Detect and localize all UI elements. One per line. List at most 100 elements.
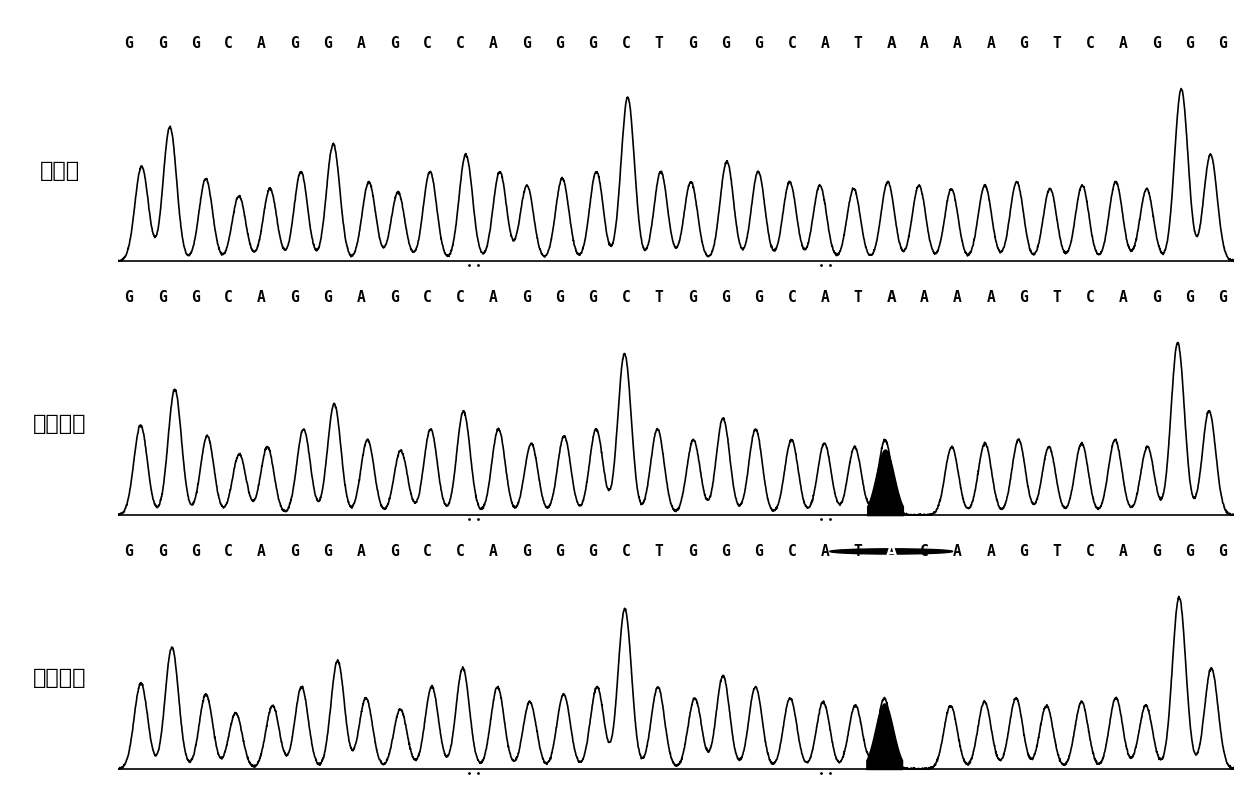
Text: C: C (621, 290, 630, 305)
Text: G: G (1185, 290, 1194, 305)
Text: C: C (224, 36, 233, 51)
Text: A: A (821, 36, 830, 51)
Text: C: C (787, 290, 796, 305)
Text: G: G (290, 290, 299, 305)
Text: A: A (920, 290, 929, 305)
Text: G: G (124, 544, 134, 559)
Text: 正常人: 正常人 (40, 160, 79, 181)
Text: A: A (357, 544, 366, 559)
Text: C: C (787, 36, 796, 51)
Text: C: C (621, 36, 630, 51)
Text: G: G (722, 290, 730, 305)
Text: G: G (556, 36, 564, 51)
Text: T: T (1053, 544, 1061, 559)
Text: G: G (589, 290, 598, 305)
Text: A: A (954, 544, 962, 559)
Text: G: G (389, 36, 398, 51)
Text: G: G (389, 290, 398, 305)
Text: G: G (157, 290, 166, 305)
Text: T: T (1053, 290, 1061, 305)
Text: C: C (423, 36, 432, 51)
Text: A: A (986, 36, 994, 51)
Text: G: G (1218, 290, 1228, 305)
Text: C: C (920, 544, 929, 559)
Text: A: A (821, 544, 830, 559)
Text: A: A (1118, 290, 1127, 305)
Text: T: T (655, 544, 663, 559)
Text: G: G (589, 544, 598, 559)
Text: G: G (522, 290, 531, 305)
Text: G: G (1152, 36, 1161, 51)
Text: A: A (885, 544, 897, 559)
Text: T: T (853, 544, 863, 559)
Text: G: G (589, 36, 598, 51)
Text: A: A (887, 36, 897, 51)
Text: G: G (290, 36, 299, 51)
Text: A: A (954, 290, 962, 305)
Text: C: C (423, 544, 432, 559)
Text: G: G (124, 36, 134, 51)
Text: G: G (1152, 290, 1161, 305)
Text: C: C (621, 544, 630, 559)
Text: G: G (722, 36, 730, 51)
Text: A: A (986, 544, 994, 559)
Text: G: G (157, 544, 166, 559)
Text: C: C (224, 544, 233, 559)
Text: G: G (324, 290, 332, 305)
Text: A: A (1118, 544, 1127, 559)
Text: T: T (655, 36, 663, 51)
Text: C: C (456, 544, 465, 559)
Text: A: A (489, 36, 498, 51)
Text: G: G (324, 36, 332, 51)
Circle shape (830, 549, 952, 554)
Text: C: C (224, 290, 233, 305)
Text: G: G (324, 544, 332, 559)
Text: G: G (556, 544, 564, 559)
Text: T: T (1053, 36, 1061, 51)
Text: T: T (853, 36, 863, 51)
Text: A: A (954, 36, 962, 51)
Text: G: G (754, 36, 763, 51)
Text: G: G (688, 36, 697, 51)
Text: G: G (1019, 544, 1028, 559)
Text: A: A (489, 290, 498, 305)
Text: G: G (191, 36, 200, 51)
Text: 杂合突变: 杂合突变 (33, 414, 87, 435)
Text: G: G (389, 544, 398, 559)
Text: A: A (1118, 36, 1127, 51)
Text: G: G (1218, 36, 1228, 51)
Text: G: G (157, 36, 166, 51)
Text: C: C (1086, 290, 1095, 305)
Text: G: G (522, 544, 531, 559)
Text: G: G (688, 290, 697, 305)
Text: G: G (191, 290, 200, 305)
Text: A: A (357, 290, 366, 305)
Text: G: G (1218, 544, 1228, 559)
Text: G: G (1019, 290, 1028, 305)
Text: A: A (257, 36, 265, 51)
Text: A: A (887, 290, 897, 305)
Text: G: G (754, 544, 763, 559)
Text: A: A (489, 544, 498, 559)
Text: T: T (853, 290, 863, 305)
Text: G: G (754, 290, 763, 305)
Text: A: A (821, 290, 830, 305)
Text: G: G (1185, 544, 1194, 559)
Text: G: G (290, 544, 299, 559)
Text: G: G (191, 544, 200, 559)
Text: C: C (456, 36, 465, 51)
Text: T: T (655, 290, 663, 305)
Text: A: A (257, 544, 265, 559)
Text: C: C (1086, 36, 1095, 51)
Text: G: G (1019, 36, 1028, 51)
Text: C: C (787, 544, 796, 559)
Text: G: G (124, 290, 134, 305)
Text: G: G (688, 544, 697, 559)
Text: C: C (456, 290, 465, 305)
Text: C: C (423, 290, 432, 305)
Text: A: A (357, 36, 366, 51)
Text: C: C (1086, 544, 1095, 559)
Text: G: G (722, 544, 730, 559)
Text: G: G (1185, 36, 1194, 51)
Text: A: A (920, 36, 929, 51)
